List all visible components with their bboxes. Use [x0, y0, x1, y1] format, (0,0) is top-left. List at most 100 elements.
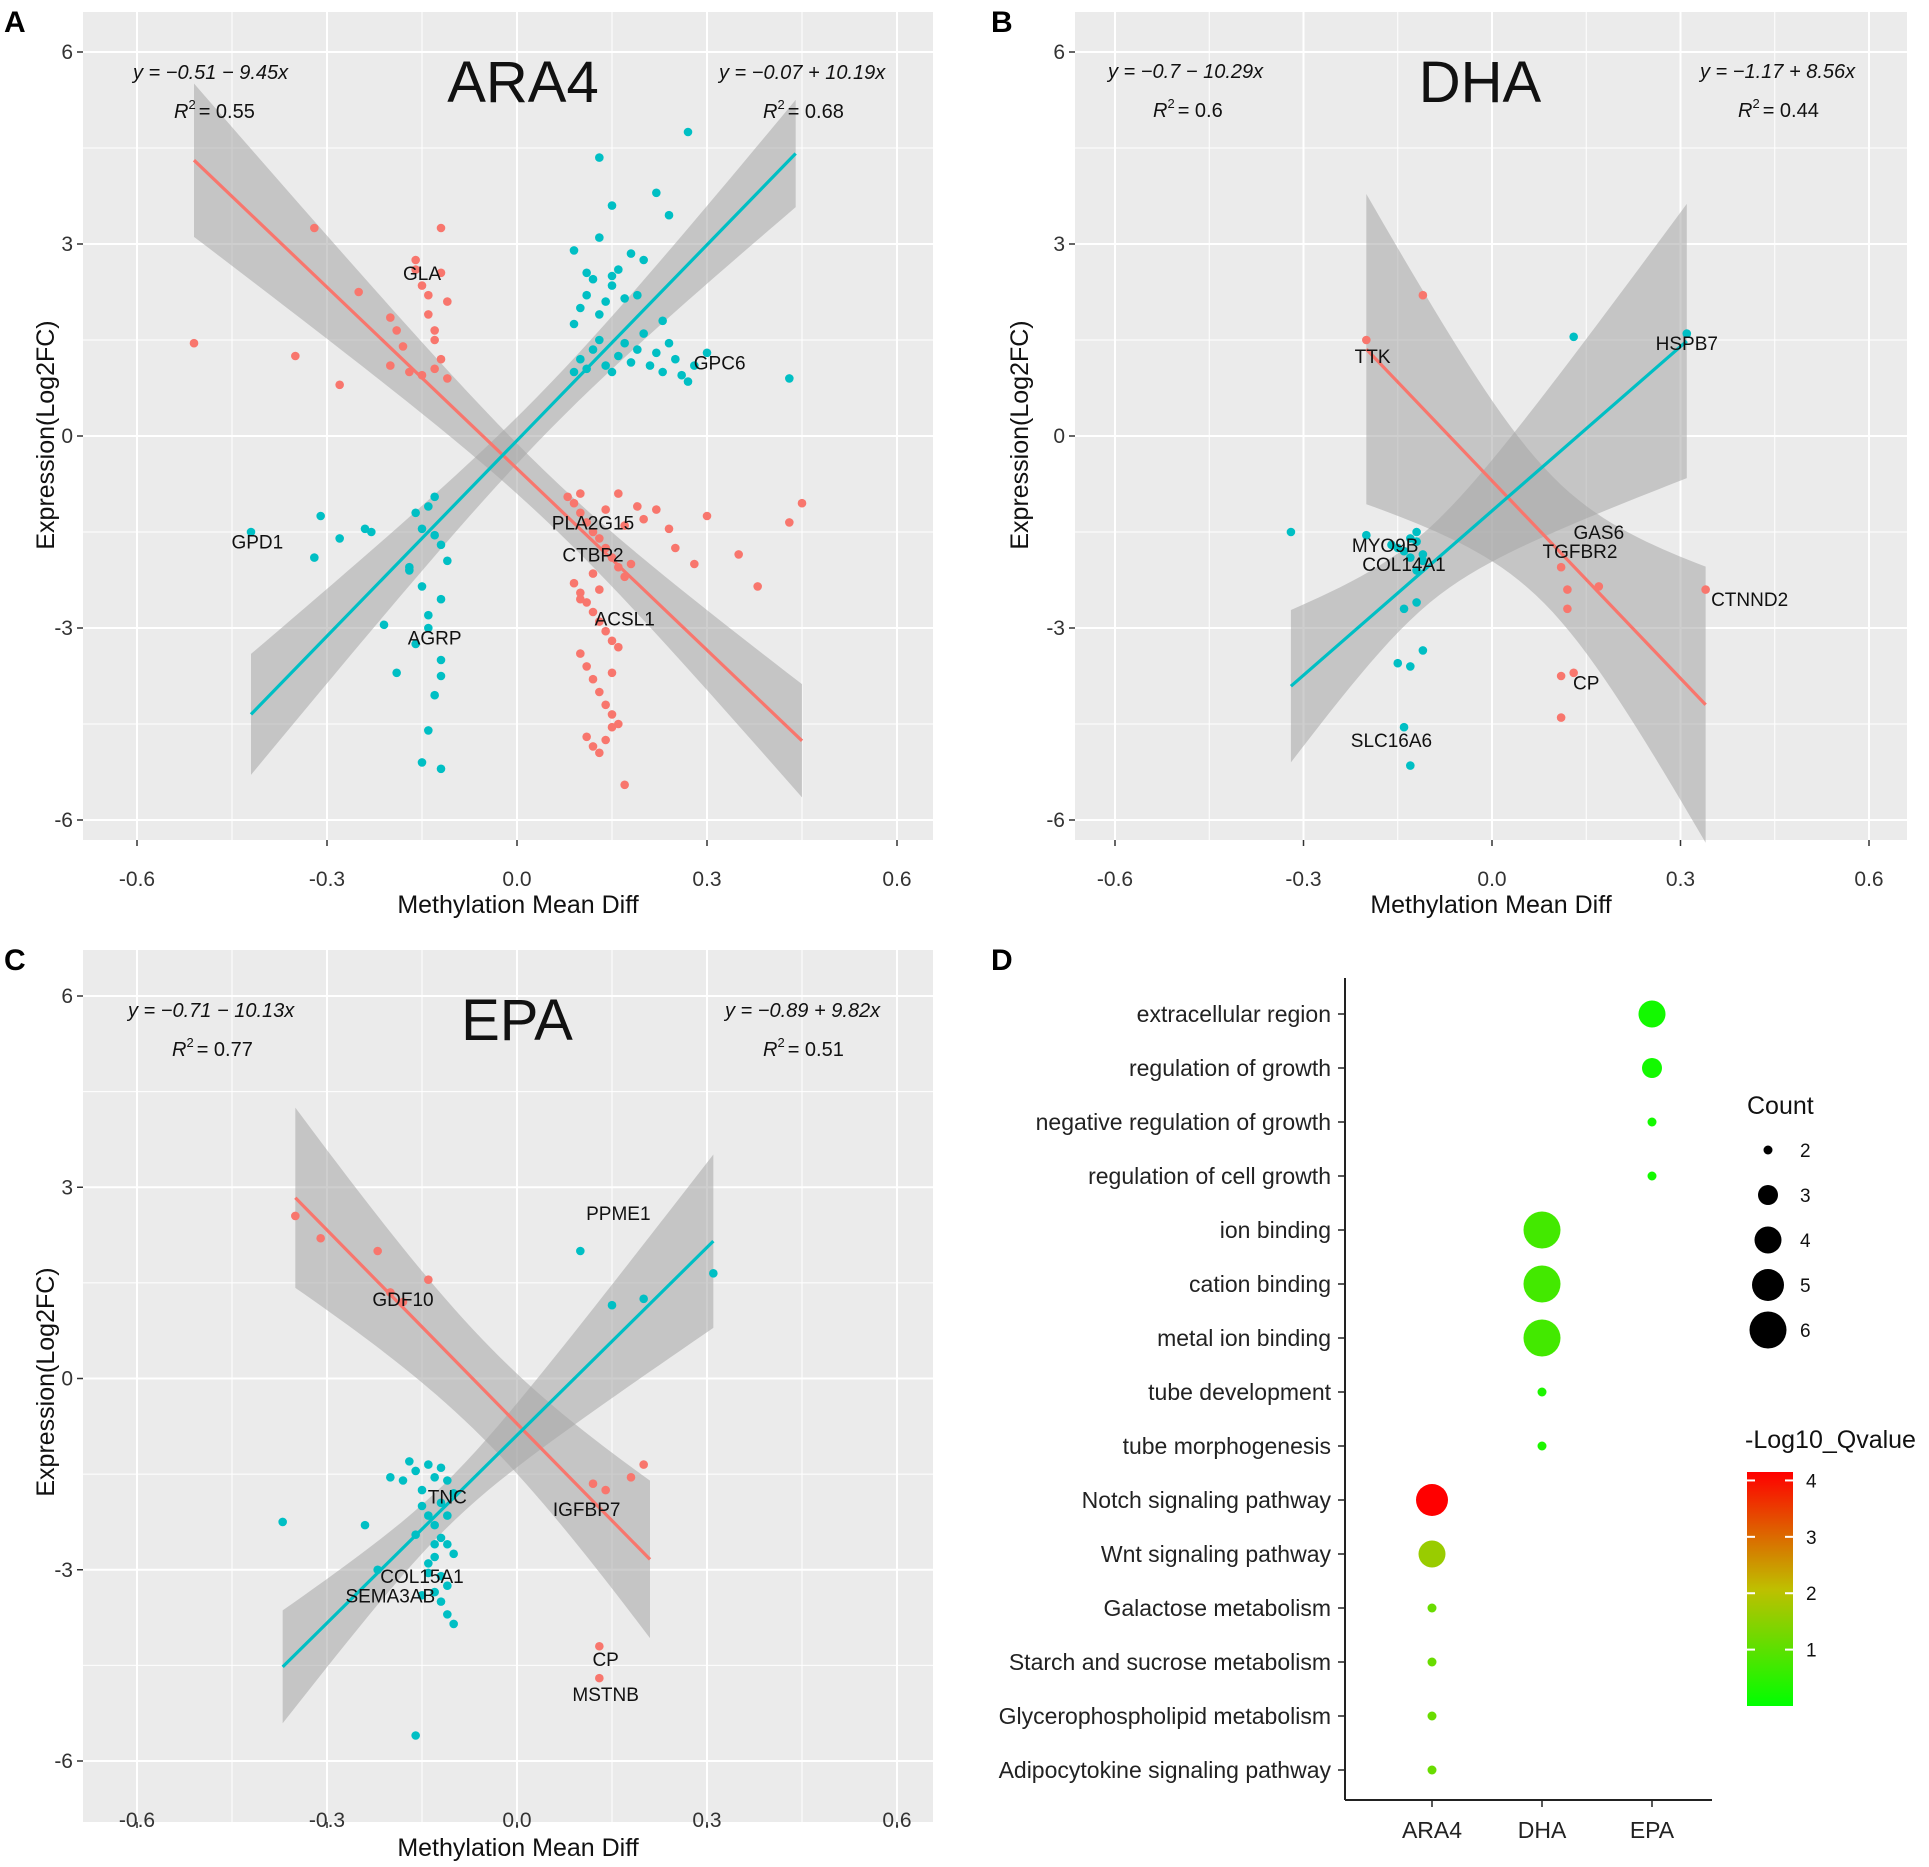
panel-b-gene-label: TGFBR2: [1542, 542, 1617, 563]
panel-a-point-red: [614, 642, 623, 652]
panel-a-point-red: [620, 780, 629, 790]
dotplot-dot: [1523, 1319, 1561, 1357]
r2-right-c-value: = 0.51: [788, 1039, 844, 1061]
equation-left-c: y = −0.71 − 10.13x: [126, 1000, 295, 1022]
dotplot-dot: [1647, 1171, 1657, 1181]
equation-right-a: y = −0.07 + 10.19x: [717, 62, 886, 84]
panel-c-point-red: [316, 1233, 325, 1243]
panel-c-point-teal: [449, 1619, 458, 1629]
panel-a-point-teal: [436, 594, 446, 604]
panel-c-point-teal: [449, 1488, 458, 1498]
panel-a-point-teal: [379, 620, 389, 630]
panel-a-point-red: [335, 380, 344, 390]
panel-a-point-teal: [652, 348, 661, 358]
panel-c-point-teal: [278, 1517, 287, 1527]
fit-lines-c: [281, 1196, 715, 1669]
panel-b-point-teal: [1682, 329, 1692, 338]
panel-a-point-teal: [316, 511, 325, 521]
panel-a-point-teal: [601, 297, 610, 306]
dotplot-dot: [1647, 1117, 1657, 1127]
panel-a-point-red: [411, 255, 420, 265]
panel-b-gene-label: CP: [1573, 673, 1599, 694]
panel-b-gene-label: TTK: [1355, 347, 1391, 368]
panel-a-point-teal: [436, 655, 446, 665]
panel-a-point-red: [607, 722, 617, 732]
panel-b-point-red: [1569, 668, 1578, 678]
panel-b-point-teal: [1418, 550, 1428, 559]
panel-a-point-teal: [367, 527, 376, 537]
panel-a-point-red: [398, 342, 408, 351]
confidence-bands-c: [282, 1107, 714, 1724]
panel-c-point-red: [588, 1479, 598, 1488]
panel-a-point-red: [430, 335, 439, 345]
panel-c-y-tick-label: 6: [61, 985, 73, 1008]
panel-a-point-red: [582, 662, 591, 671]
panel-b-point-teal: [1412, 566, 1421, 575]
panel-a-point-red: [671, 543, 680, 553]
panel-a-point-teal: [785, 374, 794, 383]
panel-c-point-red: [386, 1288, 395, 1297]
panel-title-a: ARA4: [447, 50, 599, 115]
panel-a-point-red: [614, 489, 623, 498]
r2-right-a: R2 = 0.68: [763, 97, 844, 123]
panel-c-point-teal: [443, 1610, 452, 1619]
panel-a-gene-label: ACSL1: [595, 609, 655, 630]
panel-b-gene-label: GAS6: [1573, 523, 1624, 544]
panel-c-point-teal: [709, 1269, 718, 1278]
panel-c-gene-label: CP: [592, 1650, 618, 1671]
panel-b-x-tick-label: -0.3: [1285, 868, 1321, 891]
panel-a-point-teal: [582, 290, 591, 300]
panel-a-point-teal: [633, 345, 642, 354]
panel-c-point-teal: [424, 1568, 433, 1578]
confidence-bands-a: [194, 83, 802, 798]
panel-c-point-red: [291, 1211, 300, 1221]
panel-a-point-red: [291, 351, 300, 361]
panel-a-point-red: [588, 742, 598, 751]
panel-b-point-red: [1563, 585, 1572, 594]
panel-a-point-red: [582, 518, 591, 527]
panel-c-point-red: [424, 1275, 433, 1284]
count-legend-dot: [1749, 1311, 1787, 1349]
panel-a-point-red: [614, 719, 623, 729]
dotplot-dot: [1427, 1657, 1437, 1667]
panel-a-point-teal: [639, 329, 648, 338]
panel-a-point-red: [633, 502, 642, 511]
panel-b-point-teal: [1399, 722, 1409, 732]
panel-a-point-teal: [569, 319, 579, 329]
panel-c-point-teal: [443, 1476, 452, 1485]
panel-b-point-red: [1556, 713, 1566, 722]
panel-a-point-teal: [582, 268, 591, 278]
panel-c-gene-label: MSTNB: [572, 1685, 639, 1706]
r2-right-b-value: = 0.44: [1763, 100, 1819, 122]
panel-a-point-teal: [601, 361, 610, 370]
panel-a-x-tick-label: 0.0: [502, 868, 531, 891]
panel-a-point-red: [430, 364, 439, 374]
y-axis-title-c: Expression(Log2FC): [32, 1267, 60, 1496]
panel-b-y-tick-label: 6: [1053, 41, 1065, 64]
x-axis-title-a: Methylation Mean Diff: [397, 891, 638, 919]
qvalue-legend-title: -Log10_Qvalue: [1745, 1426, 1916, 1454]
dotplot-dots: [1416, 1000, 1666, 1775]
panel-b-point-teal: [1406, 553, 1415, 562]
panel-a-point-red: [595, 585, 604, 594]
panel-c-point-teal: [607, 1300, 617, 1310]
panel-a-point-teal: [430, 690, 439, 700]
ticks-b: -0.6 -0.3 0.0 0.3 0.6 6 3 0 -3 -6: [1046, 41, 1883, 891]
panel-a-gene-label: GPD1: [231, 533, 283, 554]
count-legend-dot: [1763, 1145, 1773, 1155]
panel-a-point-teal: [411, 508, 420, 518]
panel-a-point-teal: [595, 153, 604, 162]
panel-a-point-red: [595, 534, 604, 543]
panel-a-point-red: [569, 578, 579, 588]
panel-a-y-tick-label: -6: [54, 809, 73, 832]
panel-a-point-red: [189, 338, 199, 348]
panel-c-point-teal: [436, 1498, 446, 1508]
ticks-a: -0.6 -0.3 0.0 0.3 0.6 6 3 0 -3 -6: [54, 41, 911, 891]
count-legend-dot: [1758, 1185, 1778, 1205]
panel-a-point-teal: [639, 255, 648, 265]
panel-a-point-teal: [683, 377, 693, 386]
panel-a-gene-label: GLA: [403, 264, 441, 285]
panel-a-point-red: [576, 594, 585, 604]
